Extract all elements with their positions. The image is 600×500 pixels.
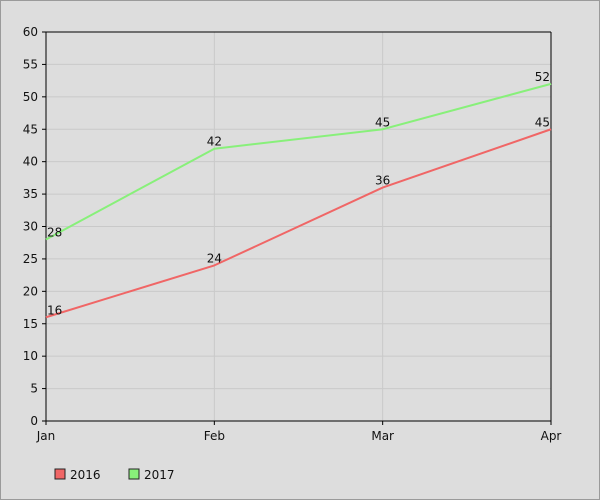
data-label: 24 bbox=[207, 251, 222, 265]
y-tick-label: 35 bbox=[23, 187, 38, 201]
y-tick-label: 0 bbox=[30, 414, 38, 428]
y-tick-label: 5 bbox=[30, 382, 38, 396]
data-label: 45 bbox=[535, 115, 550, 129]
legend-label-2017: 2017 bbox=[144, 468, 175, 482]
series-line-2017 bbox=[45, 82, 552, 241]
data-label: 45 bbox=[375, 115, 390, 129]
data-label: 36 bbox=[375, 174, 390, 188]
legend-swatch-2017 bbox=[128, 468, 140, 480]
series-lines bbox=[45, 82, 552, 319]
y-tick-label: 60 bbox=[23, 25, 38, 39]
data-label: 42 bbox=[207, 135, 222, 149]
data-label: 52 bbox=[535, 70, 550, 84]
axes: 0 5 10 15 20 25 30 35 40 45 50 55 60 Jan Feb Mar Apr bbox=[23, 25, 562, 443]
data-label: 28 bbox=[47, 225, 62, 239]
legend: 2016 2017 bbox=[54, 468, 175, 482]
x-tick-label: Feb bbox=[204, 429, 225, 443]
legend-label-2016: 2016 bbox=[70, 468, 101, 482]
y-tick-label: 40 bbox=[23, 155, 38, 169]
y-tick-label: 10 bbox=[23, 349, 38, 363]
x-tick-label: Mar bbox=[371, 429, 394, 443]
y-tick-label: 15 bbox=[23, 317, 38, 331]
y-tick-label: 45 bbox=[23, 122, 38, 136]
x-tick-label: Apr bbox=[541, 429, 562, 443]
y-tick-label: 55 bbox=[23, 57, 38, 71]
y-tick-label: 20 bbox=[23, 284, 38, 298]
y-tick-label: 25 bbox=[23, 252, 38, 266]
series-line-2016 bbox=[45, 128, 552, 319]
data-label: 16 bbox=[47, 303, 62, 317]
legend-swatch-2016 bbox=[54, 468, 66, 480]
x-tick-label: Jan bbox=[36, 429, 56, 443]
data-labels: 16 24 36 45 28 42 45 52 bbox=[47, 70, 550, 317]
y-tick-label: 30 bbox=[23, 220, 38, 234]
y-tick-label: 50 bbox=[23, 90, 38, 104]
